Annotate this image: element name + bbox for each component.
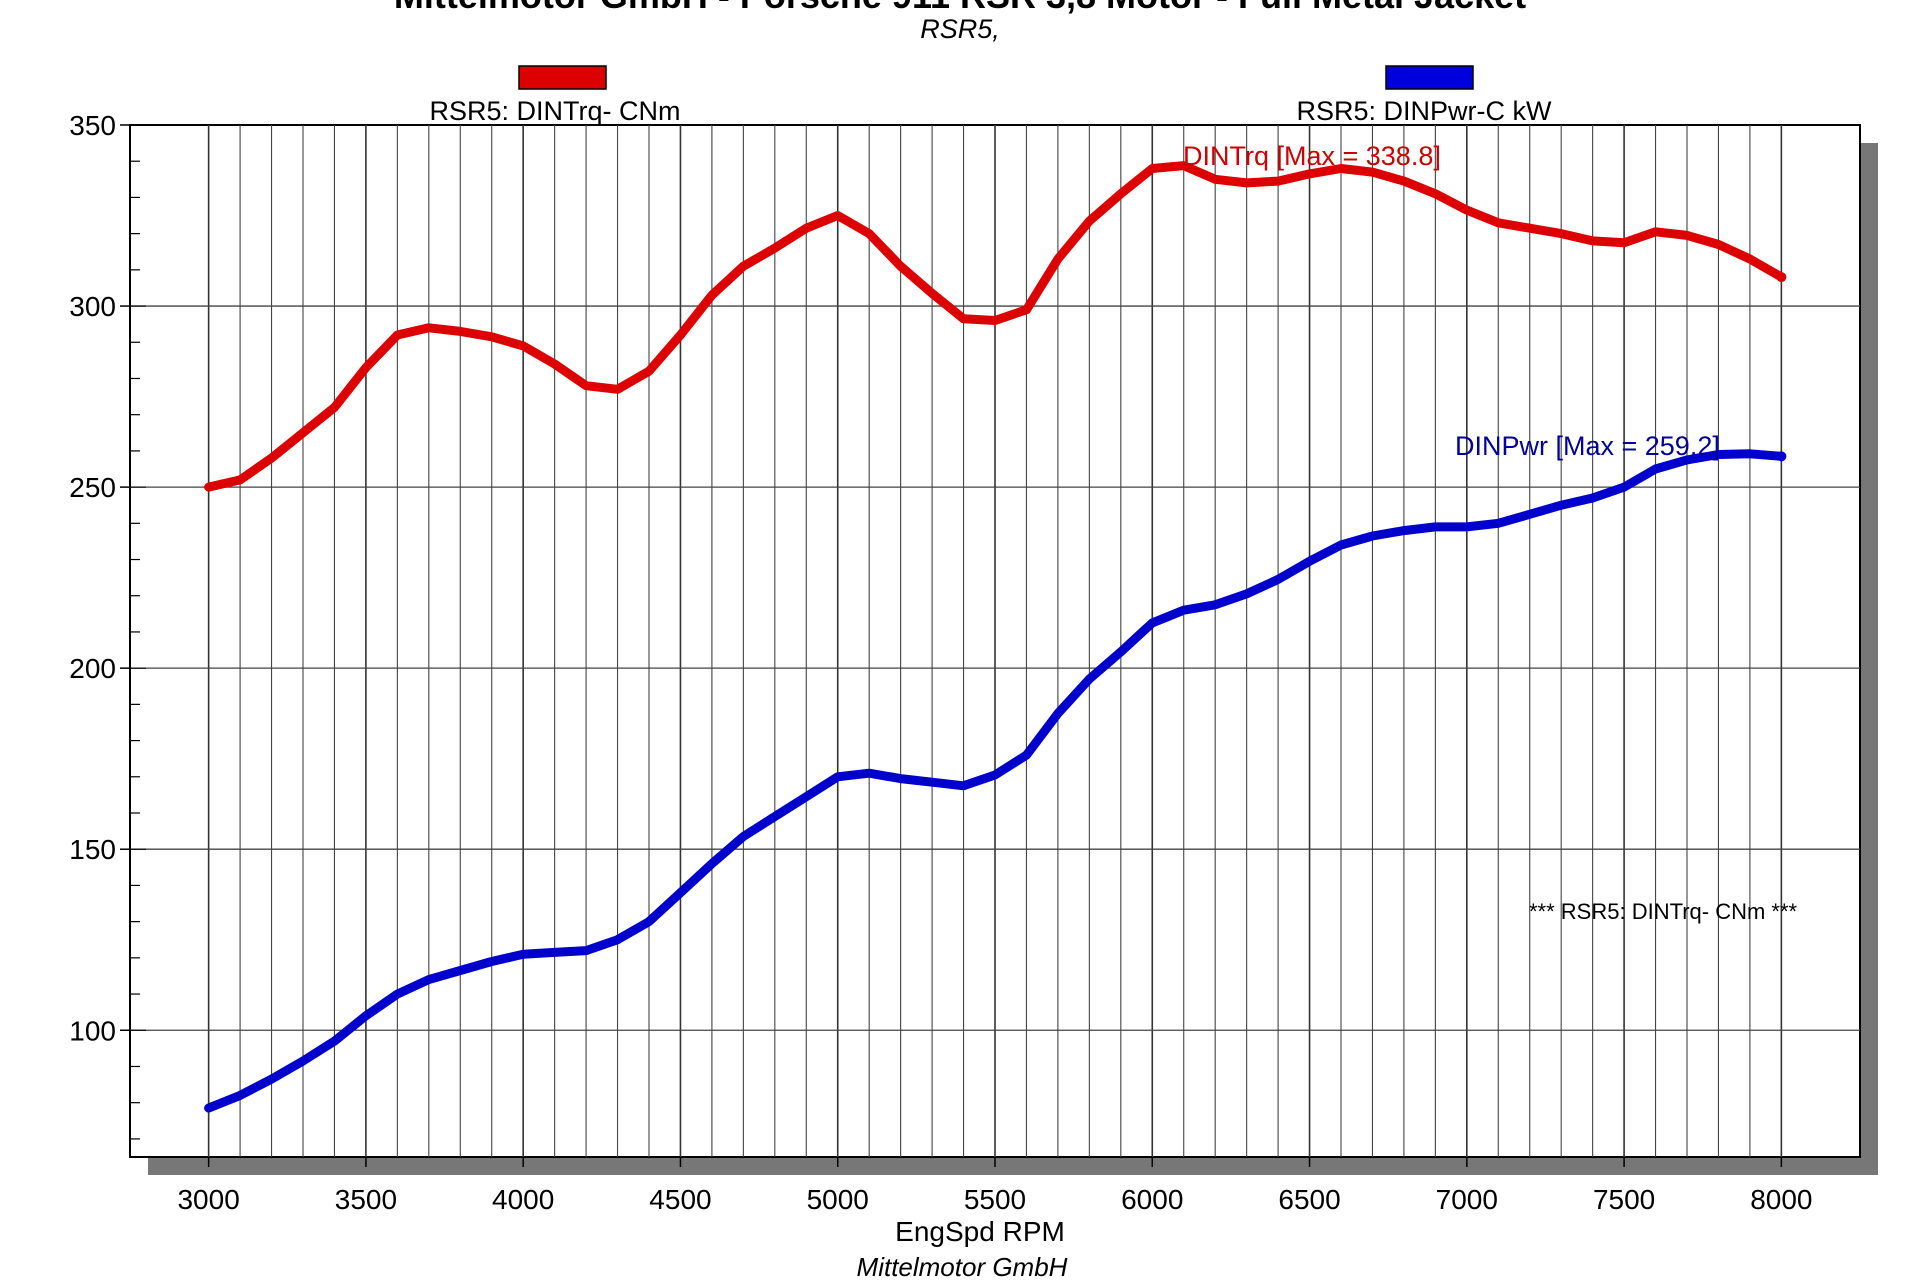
- x-tick-label: 3000: [177, 1184, 239, 1215]
- legend: RSR5: DINTrq- CNm RSR5: DINPwr-C kW: [429, 65, 1553, 126]
- power-end-marker: [1776, 451, 1787, 462]
- y-tick-label: 200: [69, 653, 116, 684]
- x-axis-label: EngSpd RPM: [895, 1216, 1065, 1247]
- y-tick-label: 150: [69, 834, 116, 865]
- torque-series-line: [204, 161, 1786, 492]
- x-tick-label: 8000: [1750, 1184, 1812, 1215]
- y-tick-label: 100: [69, 1015, 116, 1046]
- legend-swatch-torque: [518, 65, 607, 90]
- x-tick-label: 5000: [807, 1184, 869, 1215]
- y-tick-label: 300: [69, 291, 116, 322]
- x-tick-label: 7500: [1593, 1184, 1655, 1215]
- x-tick-label: 3500: [335, 1184, 397, 1215]
- y-tick-label: 350: [69, 110, 116, 141]
- x-tick-label: 7000: [1436, 1184, 1498, 1215]
- torque-max-annotation: DINTrq [Max = 338.8]: [1183, 141, 1441, 171]
- legend-label-power: RSR5: DINPwr-C kW: [1297, 96, 1553, 126]
- grid: [130, 125, 1860, 1157]
- power-max-annotation: DINPwr [Max = 259.2]: [1455, 431, 1720, 461]
- series-note: *** RSR5: DINTrq- CNm ***: [1529, 899, 1798, 924]
- legend-swatch-power: [1385, 65, 1474, 90]
- x-tick-label: 6500: [1278, 1184, 1340, 1215]
- y-axis: 100 150 200 250 300 350: [69, 110, 146, 1140]
- x-tick-label: 6000: [1121, 1184, 1183, 1215]
- x-axis: 3000 3500 4000 4500 5000 5500 6000 6500 7000 7500…: [177, 1157, 1813, 1215]
- chart-subtitle: RSR5,: [920, 14, 1000, 44]
- y-tick-label: 250: [69, 472, 116, 503]
- x-tick-label: 4500: [649, 1184, 711, 1215]
- x-tick-label: 4000: [492, 1184, 554, 1215]
- x-tick-label: 5500: [964, 1184, 1026, 1215]
- chart-title: Mittelmotor GmbH - Porsche 911 RSR 3,8 M…: [394, 0, 1526, 16]
- series-group: [204, 161, 1787, 1113]
- chart-footer: Mittelmotor GmbH: [857, 1252, 1068, 1280]
- torque-end-marker: [1776, 272, 1787, 283]
- power-series-line: [204, 449, 1786, 1113]
- legend-label-torque: RSR5: DINTrq- CNm: [429, 96, 680, 126]
